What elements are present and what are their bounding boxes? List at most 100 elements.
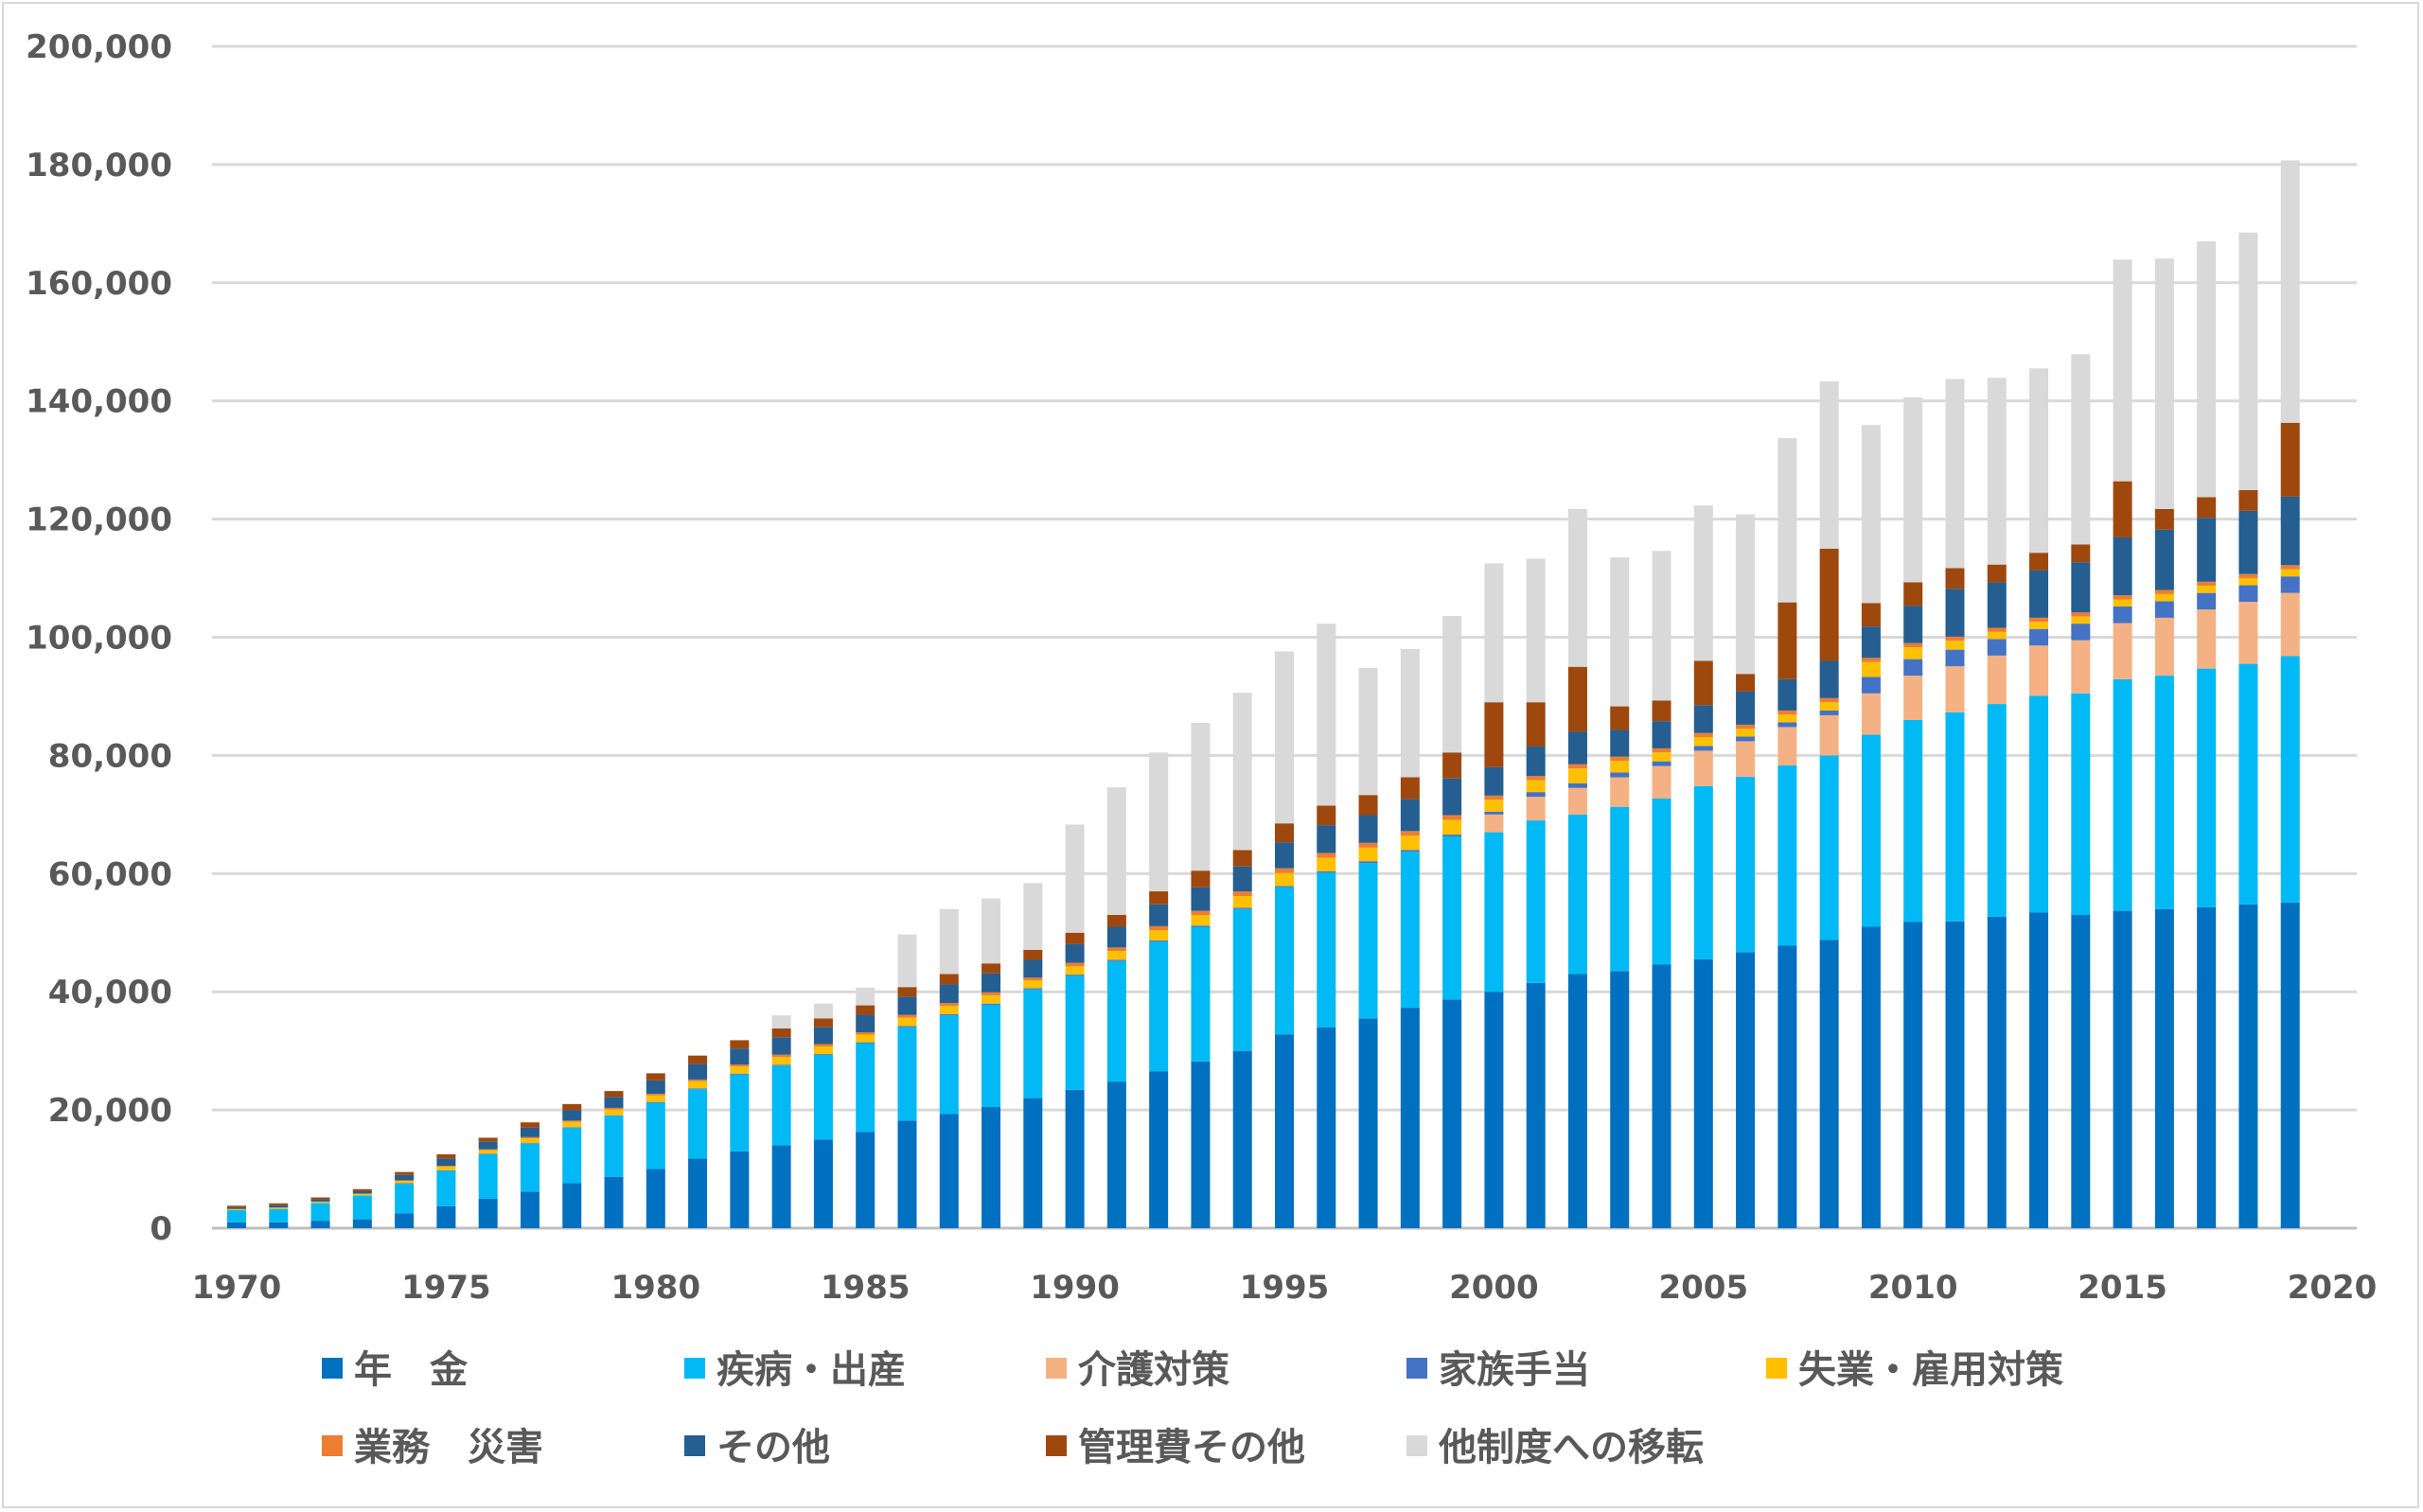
bar-segment-5-1987 [939,1003,959,1007]
bar-segment-0-2018 [2238,904,2258,1228]
bar-segment-6-1989 [1023,959,1043,978]
bar-segment-1-1990 [1065,976,1085,1090]
bar-segment-1-1984 [813,1055,833,1140]
bar-segment-8-2015 [2113,259,2132,482]
bar-segment-0-1998 [1400,1008,1420,1228]
bar-segment-0-1976 [478,1198,498,1228]
bar-segment-1-1988 [982,1004,1001,1107]
bar-segment-1-2015 [2113,678,2132,911]
bar-segment-6-1974 [395,1174,415,1181]
bar-segment-1-1974 [395,1184,415,1214]
bar-segment-0-1994 [1232,1050,1252,1228]
bar-segment-5-1991 [1106,947,1126,952]
bar-segment-6-2019 [2280,496,2300,566]
bar-segment-2-2009 [1861,693,1881,735]
bar-segment-1-2007 [1777,765,1797,946]
bar-stack-1997 [1358,667,1378,1228]
bar-segment-5-1976 [478,1149,498,1151]
bar-segment-4-2008 [1819,702,1839,711]
bar-segment-5-1980 [646,1093,665,1096]
bar-stack-1993 [1191,723,1211,1228]
bar-segment-0-1984 [813,1139,833,1228]
bar-segment-7-2000 [1484,702,1504,767]
bar-segment-8-2012 [1987,378,2007,565]
bar-segment-4-1973 [352,1193,372,1196]
bar-segment-7-1994 [1232,850,1252,867]
bar-stack-2017 [2197,241,2217,1228]
bar-segment-3-1999 [1442,835,1462,836]
bar-segment-3-1984 [813,1054,833,1056]
bar-stack-2005 [1693,505,1713,1228]
bar-segment-1-2017 [2197,668,2217,907]
bar-segment-8-2019 [2280,160,2300,423]
bar-segment-7-1988 [982,963,1001,974]
bar-segment-0-2019 [2280,902,2300,1228]
bar-segment-2-2018 [2238,602,2258,664]
bar-segment-6-1981 [688,1064,708,1080]
bar-segment-5-2016 [2154,589,2174,594]
bar-stack-1971 [269,1203,289,1228]
bar-segment-8-2017 [2197,241,2217,498]
bar-segment-6-2006 [1736,691,1756,725]
bar-stack-1979 [604,1091,624,1228]
bar-segment-6-1992 [1149,904,1169,926]
bar-segment-2-2015 [2113,623,2132,679]
legend-label: 介護対策 [1078,1348,1229,1392]
bar-segment-1-1993 [1191,926,1211,1062]
bar-segment-7-1974 [395,1171,415,1175]
bar-segment-5-2003 [1610,756,1630,762]
bar-segment-3-1982 [730,1073,750,1075]
bar-segment-4-2014 [2071,616,2091,624]
bar-segment-8-1994 [1232,693,1252,851]
bar-segment-1-2010 [1903,719,1923,923]
bar-segment-7-1985 [856,1005,875,1015]
bar-segment-4-1987 [939,1006,959,1014]
bar-segment-4-2010 [1903,647,1923,659]
bar-segment-8-1991 [1106,787,1126,916]
bar-segment-3-2010 [1903,659,1923,677]
bar-stack-1999 [1442,616,1462,1228]
bar-segment-8-2004 [1652,551,1671,701]
bar-segment-0-2007 [1777,945,1797,1228]
bar-segment-5-1975 [436,1166,456,1168]
bar-segment-1-1985 [856,1043,875,1133]
bar-segment-2-2005 [1693,750,1713,786]
bar-segment-3-1980 [646,1101,665,1103]
bar-segment-0-2013 [2029,912,2049,1228]
bar-segment-5-2006 [1736,724,1756,730]
bar-segment-3-2002 [1567,782,1587,788]
bar-segment-6-1970 [227,1206,246,1209]
bar-segment-8-2005 [1693,505,1713,661]
bar-segment-5-1981 [688,1079,708,1081]
bar-segment-4-1972 [310,1202,330,1204]
bar-stack-1994 [1232,693,1252,1228]
bar-segment-6-1975 [436,1158,456,1167]
bar-segment-2-2003 [1610,777,1630,807]
bar-segment-0-1974 [395,1213,415,1228]
bar-segment-0-1997 [1358,1018,1378,1228]
bar-segment-7-1982 [730,1040,750,1049]
bar-segment-0-1977 [520,1191,539,1228]
bar-segment-4-1989 [1023,980,1043,989]
bar-segment-8-2013 [2029,368,2049,554]
bar-segment-4-2011 [1945,641,1965,650]
bar-segment-7-2001 [1526,702,1546,747]
bar-segment-6-1971 [269,1204,289,1208]
bar-segment-4-2005 [1693,737,1713,747]
bar-segment-1-1973 [352,1195,372,1220]
bar-segment-1-2005 [1693,785,1713,959]
legend-item: 業務 災害 [322,1426,543,1469]
legend-label: 家族手当 [1439,1348,1590,1392]
bar-segment-5-1985 [856,1031,875,1035]
bar-segment-5-1974 [395,1180,415,1182]
bar-segment-5-2009 [1861,658,1881,662]
x-tick-label: 1985 [821,1269,911,1307]
bar-segment-3-2015 [2113,607,2132,624]
legend-label: 業務 災害 [354,1426,543,1469]
bar-segment-2-2011 [1945,666,1965,712]
bar-segment-6-2010 [1903,606,1923,643]
bar-segment-1-1980 [646,1102,665,1169]
bar-segment-5-1978 [562,1120,582,1122]
bar-segment-3-2009 [1861,677,1881,694]
bar-segment-0-1973 [352,1219,372,1228]
